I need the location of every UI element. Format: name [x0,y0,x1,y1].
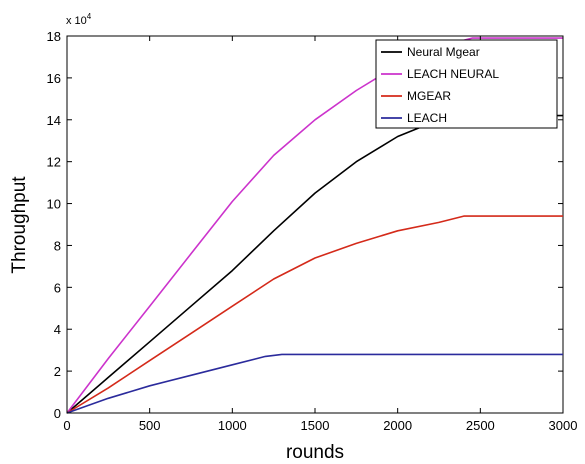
y-tick-label-1: 2 [54,364,61,379]
x-tick-label-4: 2000 [383,418,412,433]
y-exponent-label: x 104 [66,12,92,27]
y-exponent-power: 4 [87,12,92,21]
x-tick-label-5: 2500 [466,418,495,433]
x-tick-label-1: 500 [139,418,161,433]
y-tick-label-3: 6 [54,280,61,295]
y-tick-label-8: 16 [47,71,61,86]
y-tick-label-6: 12 [47,155,61,170]
y-tick-label-5: 10 [47,197,61,212]
x-tick-label-6: 3000 [549,418,578,433]
legend-label-1: LEACH NEURAL [407,67,499,81]
x-tick-label-2: 1000 [218,418,247,433]
y-tick-label-4: 8 [54,238,61,253]
y-tick-label-2: 4 [54,322,61,337]
legend-label-0: Neural Mgear [407,45,480,59]
y-tick-label-7: 14 [47,113,61,128]
x-axis-label: rounds [286,442,344,463]
y-tick-label-9: 18 [47,29,61,44]
series-line-2 [66,215,563,414]
y-exponent-base: x 10 [66,15,87,27]
y-tick-label-0: 0 [54,406,61,421]
ticks-layer: 0 500 1000 1500 2000 2500 3000 0 2 4 6 8 10 12 14 16 18 [47,29,578,433]
x-tick-label-3: 1500 [301,418,330,433]
series-line-3 [66,353,563,414]
legend: Neural Mgear LEACH NEURAL MGEAR LEACH [375,39,558,129]
series-line-1 [66,37,563,414]
legend-box [375,39,558,129]
y-axis-label: Throughput [9,176,30,274]
legend-label-2: MGEAR [407,89,451,103]
x-tick-label-0: 0 [63,418,70,433]
legend-label-3: LEACH [407,111,447,125]
